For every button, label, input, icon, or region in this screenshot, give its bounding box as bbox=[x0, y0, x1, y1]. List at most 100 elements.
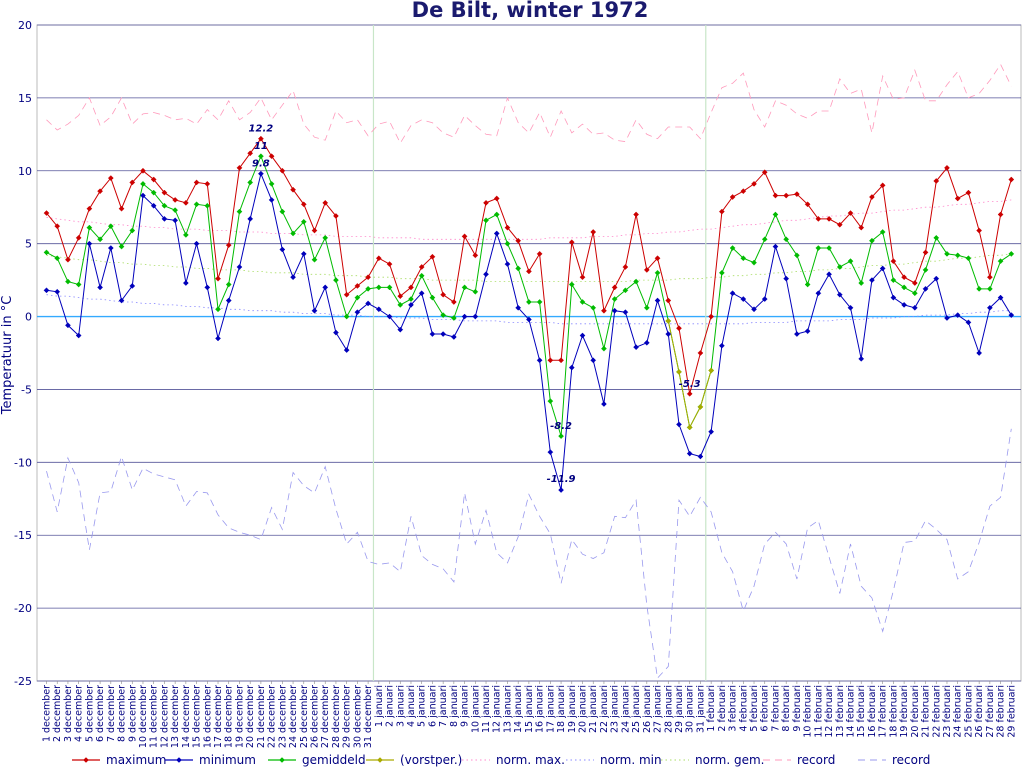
series-layer bbox=[46, 63, 1012, 679]
point-gemiddeld bbox=[633, 278, 639, 285]
data-label: -5.3 bbox=[679, 379, 701, 390]
point-gemiddeld bbox=[461, 284, 468, 291]
x-tick-layer: 1 december 2 december 3 december 4 december… bbox=[42, 681, 1017, 748]
point-maximum bbox=[590, 229, 597, 235]
x-tick-label: 17 december bbox=[213, 685, 224, 748]
x-tick-label: 25 december bbox=[299, 685, 310, 748]
point-minimum bbox=[826, 271, 832, 278]
y-tick-label: 5 bbox=[25, 238, 32, 251]
point-minimum bbox=[172, 217, 179, 224]
x-tick-label: 1 februari bbox=[706, 685, 717, 732]
point-maximum bbox=[268, 153, 275, 160]
point-minimum bbox=[804, 328, 811, 335]
point-maximum bbox=[354, 283, 361, 289]
point-gemiddeld bbox=[65, 278, 71, 285]
point-gemiddeld bbox=[225, 281, 232, 288]
point-gemiddeld bbox=[118, 243, 125, 250]
x-tick-label: 30 december bbox=[352, 685, 363, 748]
point-gemiddeld bbox=[418, 272, 425, 279]
x-tick-label: 22 december bbox=[267, 685, 278, 748]
point-minimum bbox=[536, 357, 543, 364]
point-minimum bbox=[504, 261, 511, 267]
legend-label: norm. min bbox=[600, 753, 662, 767]
point-minimum bbox=[483, 271, 489, 278]
x-tick-label: 9 februari bbox=[792, 685, 803, 732]
x-tick-label: 1 januari bbox=[374, 685, 385, 727]
x-tick-label: 8 februari bbox=[781, 685, 792, 732]
point-maximum bbox=[225, 242, 232, 249]
point-minimum bbox=[75, 332, 82, 339]
y-tick-label: -15 bbox=[14, 529, 32, 542]
point-maximum bbox=[547, 357, 554, 364]
x-tick-label: 26 februari bbox=[974, 685, 985, 738]
point-maximum bbox=[322, 199, 329, 206]
point-maximum bbox=[493, 195, 500, 202]
legend-marker bbox=[279, 757, 285, 763]
point-gemiddeld bbox=[729, 245, 736, 251]
point-maximum bbox=[311, 227, 318, 234]
x-tick-label: 13 februari bbox=[835, 685, 846, 738]
x-tick-label: 19 januari bbox=[567, 685, 578, 733]
series-line-norm-min-5 bbox=[46, 294, 1012, 325]
point-minimum bbox=[783, 275, 790, 282]
point-maximum bbox=[65, 256, 71, 263]
x-tick-label: 1 december bbox=[42, 685, 53, 742]
point-minimum bbox=[718, 342, 725, 349]
point-minimum bbox=[150, 202, 157, 209]
point-gemiddeld bbox=[751, 259, 757, 266]
point-minimum bbox=[697, 453, 704, 460]
point-minimum bbox=[643, 339, 650, 346]
point-minimum bbox=[161, 216, 168, 222]
x-tick-label: 15 december bbox=[192, 685, 203, 748]
legend-label: maximum bbox=[106, 753, 166, 767]
point-minimum bbox=[997, 294, 1004, 301]
point-maximum bbox=[836, 221, 843, 228]
y-tick-label: -20 bbox=[14, 602, 32, 615]
point-minimum bbox=[869, 277, 875, 283]
x-tick-label: 10 december bbox=[138, 685, 149, 748]
point-gemiddeld bbox=[526, 299, 532, 305]
x-tick-label: 2 februari bbox=[717, 685, 728, 732]
point-maximum bbox=[772, 192, 779, 199]
point-minimum bbox=[890, 294, 897, 301]
point-gemiddeld bbox=[172, 207, 179, 214]
point-gemiddeld bbox=[483, 217, 489, 224]
point-gemiddeld bbox=[590, 304, 597, 311]
point-maximum bbox=[558, 357, 564, 364]
point-gemiddeld bbox=[386, 284, 393, 291]
point-maximum bbox=[86, 205, 93, 212]
x-tick-label: 21 februari bbox=[921, 685, 932, 738]
x-tick-label: 15 januari bbox=[524, 685, 535, 733]
x-tick-label: 18 februari bbox=[888, 685, 899, 738]
point-maximum bbox=[397, 293, 404, 300]
point-minimum bbox=[611, 307, 618, 314]
point-maximum bbox=[172, 197, 179, 203]
point-gemiddeld bbox=[236, 208, 243, 215]
point-vorstper bbox=[676, 369, 682, 375]
point-gemiddeld bbox=[279, 208, 286, 215]
grid-layer: 20 15 10 5 0 -5 -10 -15 -20 -25 bbox=[14, 19, 1022, 688]
point-minimum bbox=[879, 265, 886, 272]
point-minimum bbox=[815, 290, 822, 297]
point-maximum bbox=[140, 167, 146, 174]
x-tick-label: 3 januari bbox=[395, 685, 406, 727]
point-maximum bbox=[579, 274, 586, 281]
y-tick-label: 20 bbox=[18, 19, 32, 32]
point-minimum bbox=[397, 326, 404, 333]
x-tick-label: 16 februari bbox=[867, 685, 878, 738]
x-tick-label: 31 januari bbox=[695, 685, 706, 733]
x-tick-label: 5 december bbox=[84, 685, 95, 742]
x-tick-label: 23 januari bbox=[610, 685, 621, 733]
x-tick-label: 13 januari bbox=[503, 685, 514, 733]
x-tick-label: 29 februari bbox=[1006, 685, 1017, 738]
x-tick-label: 31 december bbox=[363, 685, 374, 748]
point-maximum bbox=[526, 268, 532, 275]
point-gemiddeld bbox=[54, 255, 61, 262]
point-minimum bbox=[140, 192, 146, 199]
series-line-maximum-0 bbox=[46, 137, 1012, 394]
point-gemiddeld bbox=[258, 153, 264, 160]
point-maximum bbox=[300, 201, 307, 208]
x-tick-label: 10 januari bbox=[470, 685, 481, 733]
point-maximum bbox=[1008, 176, 1015, 183]
point-minimum bbox=[858, 355, 865, 362]
